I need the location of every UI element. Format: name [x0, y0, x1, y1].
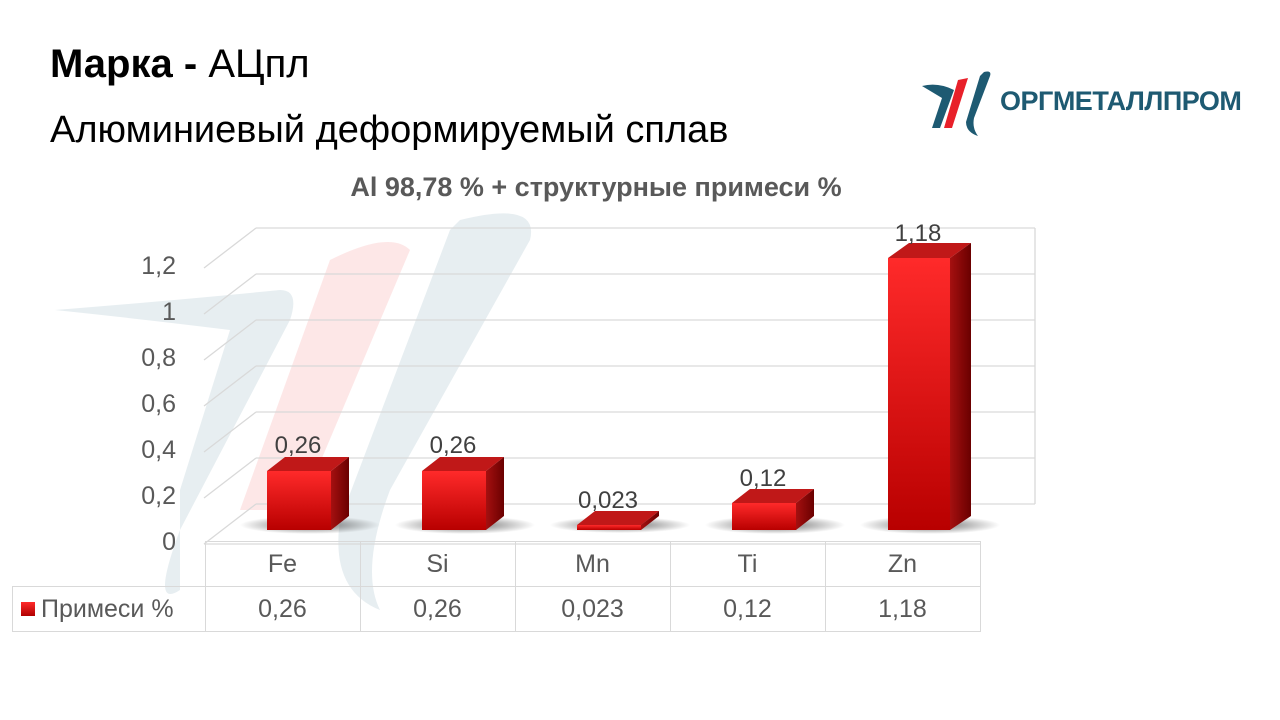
legend-swatch-icon [21, 601, 35, 616]
legend-entry: Примеси % [12, 586, 206, 632]
y-tick-0-4: 0,4 [141, 436, 176, 464]
y-tick-0: 0 [162, 528, 176, 556]
category-fe: Fe [204, 541, 361, 587]
table-row: Примеси % 0,26 0,26 0,023 0,12 1,18 [12, 586, 981, 632]
data-label-mn: 0,023 [577, 487, 639, 514]
y-tick-0-8: 0,8 [141, 344, 176, 372]
watermark-logo-icon [55, 213, 532, 611]
title-label: Марка - [50, 42, 209, 86]
y-tick-1: 1 [162, 298, 176, 326]
company-logo: ОРГМЕТАЛЛПРОМ [918, 68, 1242, 138]
logo-text: ОРГМЕТАЛЛПРОМ [1000, 86, 1242, 116]
data-label-zn: 1,18 [894, 220, 942, 247]
category-ti: Ti [669, 541, 826, 587]
y-tick-0-6: 0,6 [141, 390, 176, 418]
chart-title: Al 98,78 % + структурные примеси % [350, 172, 842, 202]
legend-label: Примеси % [41, 594, 174, 623]
y-tick-1-2: 1,2 [141, 252, 176, 280]
page-title: Марка - АЦпл [50, 40, 310, 88]
category-mn: Mn [514, 541, 671, 587]
page-subtitle: Алюминиевый деформируемый сплав [50, 109, 729, 151]
table-cell-si: 0,26 [359, 586, 516, 632]
category-si: Si [359, 541, 516, 587]
table-cell-zn: 1,18 [824, 586, 981, 632]
logo-mark-icon [922, 71, 991, 136]
category-zn: Zn [824, 541, 981, 587]
data-label-ti: 0,12 [739, 465, 787, 492]
y-tick-0-2: 0,2 [141, 482, 176, 510]
table-cell-fe: 0,26 [204, 586, 361, 632]
table-header-row: Fe Si Mn Ti Zn [13, 541, 981, 587]
table-cell-mn: 0,023 [514, 586, 671, 632]
table-cell-ti: 0,12 [669, 586, 826, 632]
data-label-fe: 0,26 [274, 432, 322, 459]
data-label-si: 0,26 [429, 432, 477, 459]
chart-data-table: Fe Si Mn Ti Zn Примеси % 0,26 0,26 0,023… [12, 541, 981, 632]
grade-name: АЦпл [208, 42, 310, 86]
